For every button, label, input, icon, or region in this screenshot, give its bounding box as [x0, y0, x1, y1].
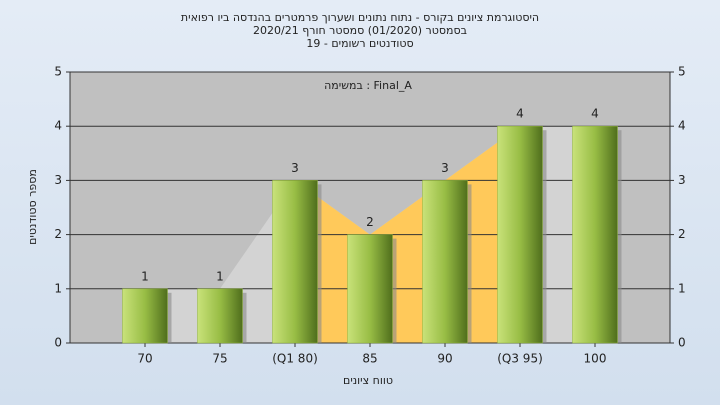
- x-tick-label: 70: [137, 352, 152, 366]
- annotation: במשימה : Final_A: [324, 79, 412, 92]
- y-tick-label: 1: [54, 281, 62, 295]
- data-label: 1: [216, 269, 224, 283]
- data-label: 2: [366, 215, 374, 229]
- y2-tick-label: 5: [678, 65, 686, 79]
- data-label: 3: [291, 161, 299, 175]
- bar: [272, 180, 318, 344]
- bar: [347, 234, 393, 344]
- x-tick-label: 85: [362, 352, 377, 366]
- chart-title: היסטוגרמת ציונים בקורס - נתוח נתונים ושע…: [181, 11, 539, 24]
- data-label: 1: [141, 269, 149, 283]
- plot: 0 1 2 3 4 5 0 1 2 3 4 5 70 1 75 1 (Q1 80) 3 85 2 90 3 (Q3 95) 4…: [54, 65, 685, 366]
- y2-tick-label: 3: [678, 173, 686, 187]
- bar: [422, 180, 468, 344]
- data-label: 4: [516, 107, 524, 121]
- data-label: 4: [591, 107, 599, 121]
- y-axis-label: מספר סטודנטים: [26, 169, 39, 245]
- y-tick-label: 0: [54, 336, 62, 350]
- y-tick-label: 4: [54, 119, 62, 133]
- y-tick-label: 5: [54, 65, 62, 79]
- y2-tick-label: 4: [678, 119, 686, 133]
- x-tick-label: 75: [212, 352, 227, 366]
- chart-subtitle: סטודנטים רשומים - 19: [306, 37, 413, 50]
- y2-tick-label: 1: [678, 281, 686, 295]
- y2-tick-label: 2: [678, 227, 686, 241]
- chart-subtitle: בסמסטר (01/2020) סמסטר חורף 2020/21: [253, 24, 467, 37]
- bar: [497, 125, 543, 344]
- bar: [197, 288, 243, 344]
- x-tick-label: (Q3 95): [497, 352, 543, 366]
- y-tick-label: 3: [54, 173, 62, 187]
- x-axis-label: טווח ציונים: [343, 374, 393, 387]
- y2-tick-label: 0: [678, 336, 686, 350]
- data-label: 3: [441, 161, 449, 175]
- x-tick-label: (Q1 80): [272, 352, 318, 366]
- x-tick-label: 100: [584, 352, 607, 366]
- bar: [122, 288, 168, 344]
- bar: [572, 125, 618, 344]
- y-tick-label: 2: [54, 227, 62, 241]
- x-tick-label: 90: [437, 352, 452, 366]
